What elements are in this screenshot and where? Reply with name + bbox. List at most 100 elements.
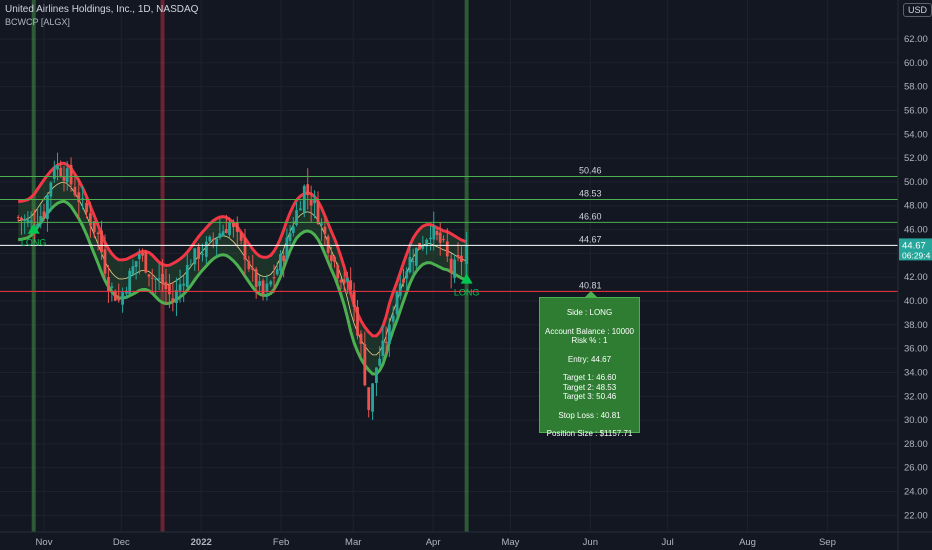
candle-body (215, 238, 219, 245)
candle-body (445, 241, 449, 257)
candle-body (429, 237, 432, 240)
entry-price: Entry: 44.67 (567, 354, 612, 364)
candle-body (465, 245, 469, 264)
candle-body (178, 284, 182, 291)
candle-body (265, 283, 269, 292)
candle-body (52, 168, 56, 179)
currency-badge[interactable]: USD (903, 3, 932, 17)
level-label: 44.67 (579, 234, 602, 244)
x-tick-label: 2022 (191, 537, 212, 548)
x-tick-label: Apr (426, 537, 441, 548)
long-signal-arrow (460, 273, 473, 284)
y-tick-label: 40.00 (904, 296, 928, 307)
last-price-tag (899, 238, 932, 261)
y-tick-label: 58.00 (904, 82, 928, 93)
candle-body (378, 358, 382, 366)
candle-body (329, 255, 333, 261)
candle-body (56, 165, 59, 170)
candle-body (408, 257, 412, 273)
candle-body (147, 274, 151, 277)
candle-body (449, 258, 453, 274)
candle-body (460, 255, 463, 262)
candle-body (456, 254, 460, 258)
candle-body (59, 167, 63, 177)
x-tick-label: May (501, 537, 519, 548)
candle-body (232, 223, 235, 228)
candle-body (16, 217, 20, 219)
signals: LONG LONG (21, 223, 480, 298)
target-3: Target 3: 50.46 (562, 392, 617, 401)
candle-body (88, 213, 92, 226)
candle-body (279, 254, 282, 271)
candle-body (228, 222, 231, 236)
y-tick-label: 48.00 (904, 201, 928, 212)
candle-body (384, 341, 388, 344)
candle-body (161, 273, 164, 284)
x-tick-label: Dec (113, 537, 130, 548)
candle-body (405, 271, 409, 279)
y-tick-label: 22.00 (904, 510, 928, 521)
candle-body (254, 269, 258, 287)
candle-body (261, 280, 265, 295)
candle-body (121, 292, 124, 305)
indicator-label[interactable]: BCWCP [ALGX] (5, 17, 70, 27)
candle-body (425, 239, 429, 247)
candle-body (320, 223, 323, 226)
y-tick-label: 26.00 (904, 463, 928, 474)
y-tick-label: 38.00 (904, 320, 928, 331)
candle-body (103, 249, 107, 274)
candle-body (125, 290, 128, 294)
candle-body (306, 184, 310, 195)
level-label: 40.81 (579, 280, 602, 290)
candle-body (381, 340, 385, 356)
position-size: Position Size : $1157.71 (546, 429, 633, 438)
lower-band (18, 199, 468, 376)
candle-body (411, 261, 415, 263)
y-tick-label: 50.00 (904, 177, 928, 188)
candle-body (39, 216, 43, 224)
level-label: 50.46 (579, 165, 602, 175)
candle-body (349, 280, 353, 290)
candle-body (421, 246, 425, 249)
candle-body (299, 208, 302, 211)
last-price-value: 44.67 (902, 240, 926, 251)
candle-body (69, 164, 73, 185)
candle-body (20, 217, 23, 221)
candle-body (352, 290, 356, 307)
candle-body (77, 192, 81, 203)
candle-body (285, 237, 289, 260)
level-label: 48.53 (579, 188, 602, 198)
candle-body (65, 168, 69, 183)
vertical-marker (31, 0, 36, 532)
candle-body (157, 278, 161, 280)
candle-body (96, 232, 100, 235)
candle-body (336, 265, 340, 279)
candle-body (204, 241, 208, 257)
y-tick-label: 32.00 (904, 391, 928, 402)
candle-body (391, 315, 395, 322)
y-tick-label: 28.00 (904, 439, 928, 450)
candle-body (92, 221, 96, 233)
candle-body (107, 276, 110, 292)
candle-body (438, 232, 442, 243)
candle-body (81, 198, 85, 200)
upper-band (18, 161, 468, 338)
candle-body (211, 239, 215, 241)
long-signal-label: LONG (454, 288, 480, 298)
candle-body (144, 251, 148, 273)
x-tick-label: Nov (36, 537, 53, 548)
long-signal-arrow (27, 223, 40, 234)
price-axis: 22.00 24.00 26.00 28.00 30.00 32.00 34.00 36.00… (897, 0, 932, 550)
levels: 50.46 48.53 46.60 44.67 40.81 (0, 165, 898, 292)
risk-percent: Risk % : 1 (571, 336, 608, 345)
candle-body (346, 277, 349, 282)
y-tick-label: 42.00 (904, 272, 928, 283)
candle-body (73, 186, 77, 195)
candle-body (387, 324, 391, 344)
candle-body (235, 222, 239, 232)
candle-body (175, 290, 178, 304)
y-tick-label: 34.00 (904, 367, 928, 378)
candle-body (251, 267, 255, 270)
candle-body (435, 230, 439, 235)
